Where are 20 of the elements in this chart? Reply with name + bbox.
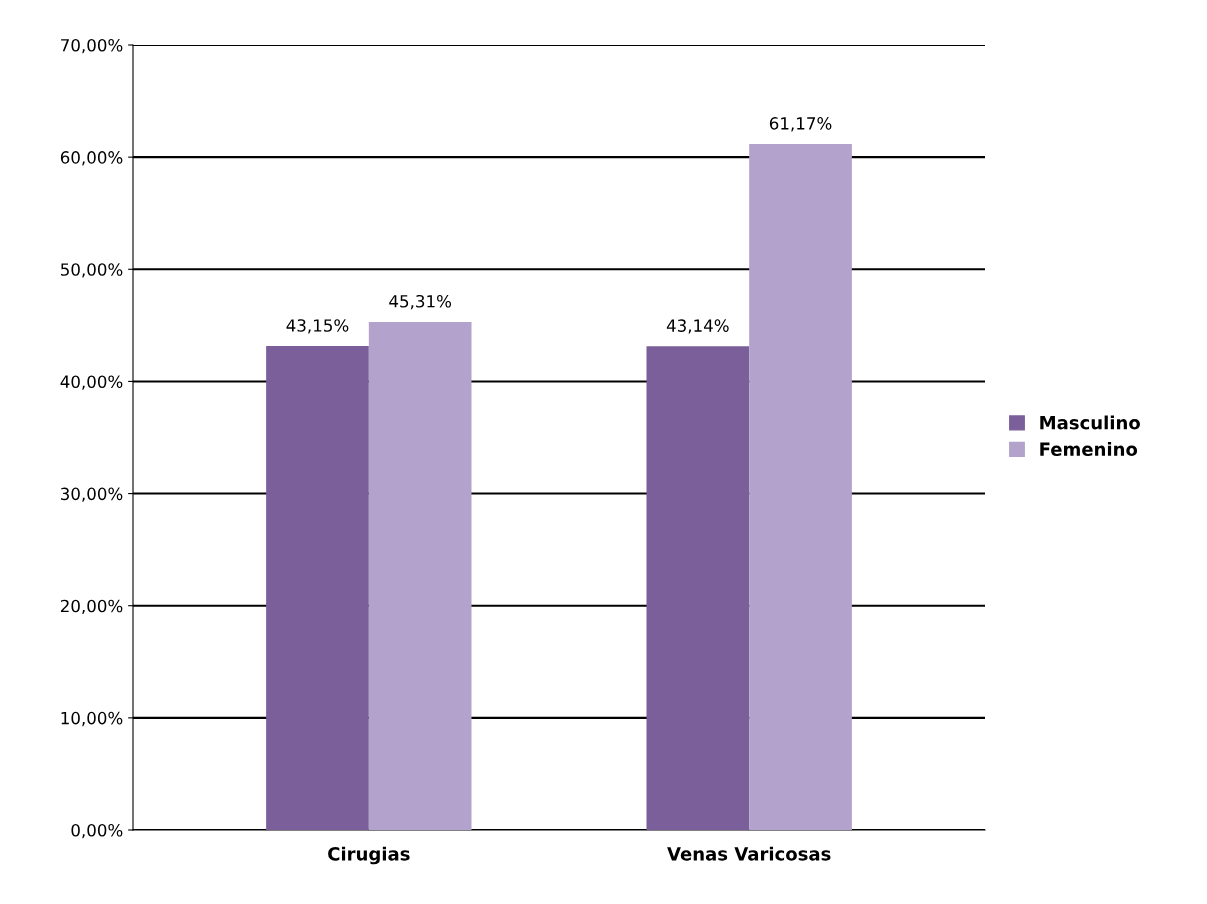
x-tick-label: Venas Varicosas xyxy=(667,846,831,861)
y-tick-label: 20,00% xyxy=(60,599,123,614)
legend-label: Femenino xyxy=(1040,442,1138,456)
legend-label: Masculino xyxy=(1040,415,1140,430)
bar xyxy=(266,346,369,830)
bar xyxy=(749,144,852,830)
x-tick-label: Cirugias xyxy=(328,846,410,865)
y-tick-label: 0,00% xyxy=(71,823,123,839)
y-tick-label: 30,00% xyxy=(61,487,123,502)
data-label: 61,17% xyxy=(769,117,832,132)
y-tick-label: 40,00% xyxy=(60,375,123,390)
y-tick-label: 70,00% xyxy=(61,38,123,54)
y-tick-label: 50,00% xyxy=(61,263,123,278)
data-label: 45,31% xyxy=(389,294,452,310)
data-label: 43,14% xyxy=(666,319,729,334)
data-label: 43,15% xyxy=(286,319,349,334)
y-tick-label: 10,00% xyxy=(61,711,123,727)
y-tick-label: 60,00% xyxy=(60,151,123,166)
bar xyxy=(646,346,750,830)
bar xyxy=(368,321,472,830)
